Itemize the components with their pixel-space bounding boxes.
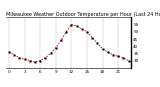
Text: Milwaukee Weather Outdoor Temperature per Hour (Last 24 Hours): Milwaukee Weather Outdoor Temperature pe… <box>6 12 160 17</box>
